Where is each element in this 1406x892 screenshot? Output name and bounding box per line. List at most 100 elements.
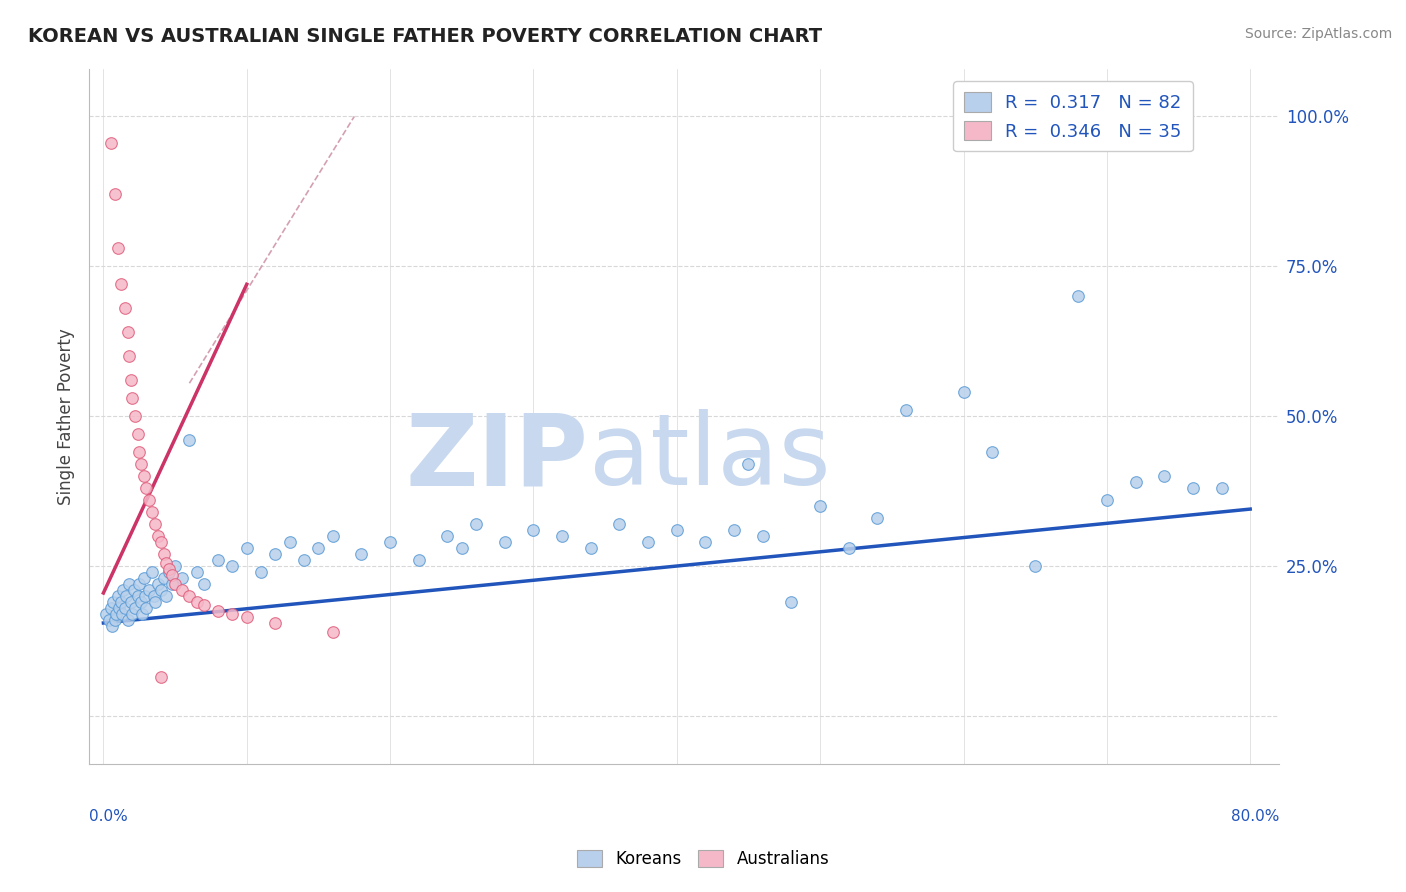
Point: [236, 541, 259, 555]
Text: ZIP: ZIP: [406, 409, 589, 507]
Point: [124, 601, 146, 615]
Point: [752, 529, 775, 543]
Point: [236, 610, 259, 624]
Point: [436, 529, 458, 543]
Point: [98, 613, 121, 627]
Point: [165, 559, 187, 574]
Point: [737, 457, 759, 471]
Point: [152, 571, 174, 585]
Point: [146, 577, 169, 591]
Point: [114, 301, 136, 316]
Point: [160, 577, 183, 591]
Point: [250, 565, 273, 579]
Point: [160, 568, 183, 582]
Point: [378, 535, 401, 549]
Point: [103, 595, 125, 609]
Point: [408, 553, 430, 567]
Point: [135, 481, 157, 495]
Point: [1067, 289, 1090, 303]
Point: [522, 523, 544, 537]
Point: [1211, 481, 1233, 495]
Point: [129, 595, 152, 609]
Point: [131, 607, 153, 621]
Point: [132, 571, 155, 585]
Point: [129, 457, 152, 471]
Point: [579, 541, 602, 555]
Text: 80.0%: 80.0%: [1230, 809, 1279, 824]
Point: [110, 595, 132, 609]
Point: [122, 582, 145, 597]
Point: [780, 595, 803, 609]
Point: [1153, 469, 1175, 483]
Point: [120, 595, 142, 609]
Point: [322, 529, 344, 543]
Point: [149, 535, 172, 549]
Point: [637, 535, 659, 549]
Point: [723, 523, 745, 537]
Point: [141, 565, 163, 579]
Point: [121, 607, 143, 621]
Point: [115, 589, 138, 603]
Text: Source: ZipAtlas.com: Source: ZipAtlas.com: [1244, 27, 1392, 41]
Legend: Koreans, Australians: Koreans, Australians: [571, 843, 835, 875]
Point: [981, 445, 1004, 459]
Point: [808, 499, 831, 513]
Point: [172, 571, 194, 585]
Point: [1181, 481, 1204, 495]
Point: [104, 187, 127, 202]
Point: [307, 541, 329, 555]
Point: [551, 529, 574, 543]
Point: [264, 547, 287, 561]
Point: [105, 607, 128, 621]
Point: [124, 409, 146, 424]
Point: [193, 598, 215, 612]
Point: [172, 582, 194, 597]
Point: [138, 582, 160, 597]
Point: [838, 541, 860, 555]
Point: [179, 433, 201, 447]
Point: [155, 556, 177, 570]
Point: [665, 523, 688, 537]
Point: [157, 562, 180, 576]
Point: [117, 613, 139, 627]
Point: [207, 604, 229, 618]
Point: [165, 577, 187, 591]
Point: [149, 670, 172, 684]
Point: [104, 613, 127, 627]
Point: [128, 577, 150, 591]
Point: [132, 469, 155, 483]
Point: [207, 553, 229, 567]
Y-axis label: Single Father Poverty: Single Father Poverty: [58, 327, 75, 505]
Point: [142, 589, 165, 603]
Point: [114, 601, 136, 615]
Point: [146, 529, 169, 543]
Point: [134, 589, 156, 603]
Point: [695, 535, 717, 549]
Point: [465, 517, 488, 532]
Point: [1024, 559, 1046, 574]
Text: 0.0%: 0.0%: [89, 809, 128, 824]
Point: [450, 541, 472, 555]
Point: [101, 619, 124, 633]
Point: [127, 427, 149, 442]
Point: [111, 607, 134, 621]
Point: [264, 615, 287, 630]
Point: [1095, 493, 1118, 508]
Point: [100, 601, 122, 615]
Point: [108, 601, 131, 615]
Point: [110, 277, 132, 292]
Point: [112, 582, 135, 597]
Point: [221, 559, 243, 574]
Point: [100, 136, 122, 151]
Legend: R =  0.317   N = 82, R =  0.346   N = 35: R = 0.317 N = 82, R = 0.346 N = 35: [953, 81, 1192, 152]
Point: [186, 595, 208, 609]
Point: [221, 607, 243, 621]
Point: [138, 493, 160, 508]
Point: [193, 577, 215, 591]
Point: [350, 547, 373, 561]
Point: [186, 565, 208, 579]
Point: [155, 589, 177, 603]
Text: KOREAN VS AUSTRALIAN SINGLE FATHER POVERTY CORRELATION CHART: KOREAN VS AUSTRALIAN SINGLE FATHER POVER…: [28, 27, 823, 45]
Point: [179, 589, 201, 603]
Point: [118, 349, 141, 363]
